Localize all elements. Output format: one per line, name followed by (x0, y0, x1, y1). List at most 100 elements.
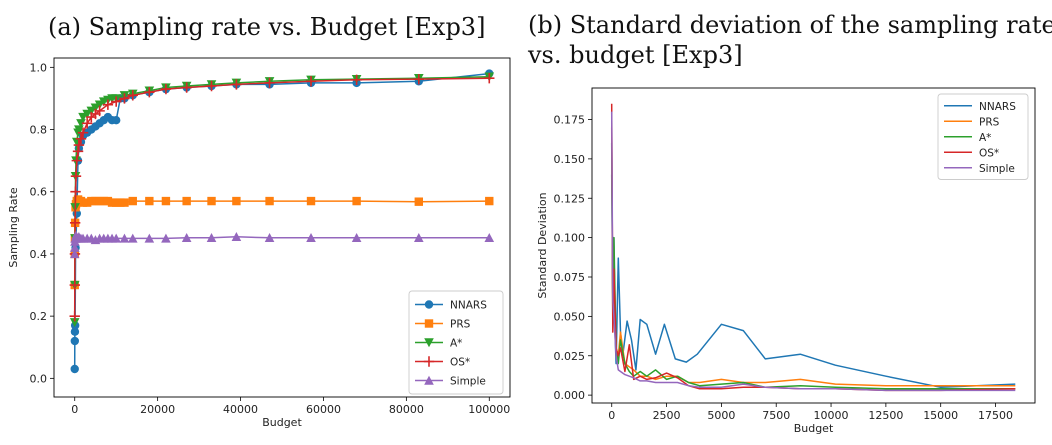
y-tick-label: 0.6 (30, 186, 48, 199)
data-point-os-star (181, 82, 192, 93)
data-point-prs (120, 198, 129, 207)
legend-marker-a-star (424, 338, 434, 348)
data-point-simple (484, 232, 495, 242)
data-point-simple (351, 232, 362, 242)
y-tick-label: 0.4 (30, 248, 48, 261)
y-tick-label: 0.050 (554, 310, 586, 323)
data-point-prs (485, 196, 494, 206)
data-point-prs (352, 196, 361, 206)
data-point-simple (264, 232, 275, 242)
legend-label-prs: PRS (979, 116, 1000, 128)
data-point-os-star (231, 79, 242, 90)
data-point-a-star (76, 119, 86, 129)
series-line-a-star (610, 143, 1016, 390)
y-tick-label: 0.100 (554, 232, 586, 245)
legend-box (408, 290, 504, 395)
plot-frame (53, 57, 511, 398)
x-tick-label: 20000 (140, 403, 175, 416)
y-tick-label: 1.0 (30, 61, 48, 74)
x-tick-label: 15000 (923, 409, 958, 422)
data-point-simple (70, 242, 80, 252)
data-point-os-star (413, 73, 424, 85)
legend-marker-simple (424, 375, 434, 385)
legend-label-nnars: NNARS (450, 300, 487, 312)
series-nnars (610, 174, 1016, 389)
data-point-os-star (110, 96, 122, 107)
data-point-os-star (69, 279, 81, 291)
data-point-os-star (102, 99, 114, 110)
x-tick-label: 5000 (707, 409, 735, 422)
data-point-os-star (160, 83, 172, 95)
y-tick-label: 0.2 (30, 310, 48, 323)
x-tick-label: 12500 (868, 409, 903, 422)
data-point-simple (127, 233, 138, 243)
data-point-simple (111, 233, 121, 243)
x-tick-label: 40000 (223, 403, 258, 416)
data-point-simple (119, 233, 130, 243)
x-tick-label: 7500 (762, 409, 790, 422)
data-point-simple (206, 232, 217, 242)
series-line-nnars (610, 174, 1016, 389)
data-point-os-star (73, 139, 85, 151)
legend: NNARS PRS A* OS* Simple (937, 93, 1029, 180)
x-axis-label: Budget (794, 422, 834, 435)
data-point-simple (161, 233, 171, 243)
data-point-simple (69, 249, 80, 259)
data-point-os-star (206, 80, 217, 92)
y-tick-label: 0.175 (554, 114, 586, 127)
x-tick-label: 0 (71, 403, 78, 416)
data-point-os-star (264, 77, 275, 89)
legend-marker-os-star (423, 356, 435, 367)
data-point-simple (306, 232, 316, 242)
data-point-os-star (94, 105, 105, 117)
data-point-prs (306, 196, 316, 206)
data-point-os-star (75, 133, 87, 145)
y-tick-label: 0.075 (554, 271, 586, 284)
data-point-simple (181, 232, 192, 242)
data-point-os-star (81, 118, 93, 129)
x-tick-label: 0 (608, 409, 615, 422)
x-tick-label: 60000 (306, 403, 341, 416)
series-line-simple (610, 111, 1016, 392)
data-point-os-star (69, 310, 80, 322)
data-point-nnars (70, 364, 79, 374)
data-point-nnars (70, 336, 80, 346)
data-point-os-star (484, 73, 495, 84)
right-panel-title-line2: vs. budget [Exp3] (528, 41, 743, 69)
data-point-prs (207, 196, 216, 206)
data-point-os-star (305, 76, 317, 87)
legend-label-a-star: A* (979, 132, 991, 144)
legend: NNARS PRS A* OS* Simple (408, 290, 504, 395)
x-tick-label: 100000 (468, 403, 510, 416)
series-os-star (69, 73, 495, 322)
data-point-os-star (144, 87, 155, 98)
series-simple (69, 230, 495, 259)
data-point-prs (161, 196, 171, 206)
y-axis-label: Sampling Rate (7, 187, 20, 267)
y-tick-label: 0.8 (30, 124, 48, 137)
y-tick-label: 0.125 (554, 192, 586, 205)
data-point-a-star (74, 125, 84, 135)
data-point-os-star (70, 186, 81, 197)
plot-frame (591, 87, 1036, 404)
std-deviation-chart: 0 2500 5000 7500 10000 12500 15000 17500 0.000 0.… (536, 87, 1036, 435)
legend-label-os-star: OS* (979, 147, 999, 159)
y-tick-label: 0.150 (554, 153, 586, 166)
sampling-rate-chart: 0 20000 40000 60000 80000 100000 0.0 0.2 0.4 0.6 0… (7, 57, 511, 429)
y-axis-label: Standard Deviation (536, 192, 549, 298)
data-point-prs (265, 196, 274, 206)
data-point-os-star (351, 74, 362, 85)
legend-label-nnars: NNARS (979, 101, 1016, 113)
y-tick-label: 0.000 (554, 389, 586, 402)
legend-marker-prs (424, 319, 434, 328)
x-tick-label: 2500 (653, 409, 681, 422)
y-tick-label: 0.0 (30, 372, 48, 385)
left-panel-title: (a) Sampling rate vs. Budget [Exp3] (48, 13, 486, 41)
legend-label-simple: Simple (979, 163, 1015, 175)
data-point-prs (128, 196, 137, 206)
legend-box (937, 93, 1029, 180)
x-tick-label: 17500 (978, 409, 1013, 422)
right-panel-title-line1: (b) Standard deviation of the sampling r… (528, 11, 1052, 39)
series-simple (610, 111, 1016, 392)
series-line-simple (73, 234, 490, 254)
